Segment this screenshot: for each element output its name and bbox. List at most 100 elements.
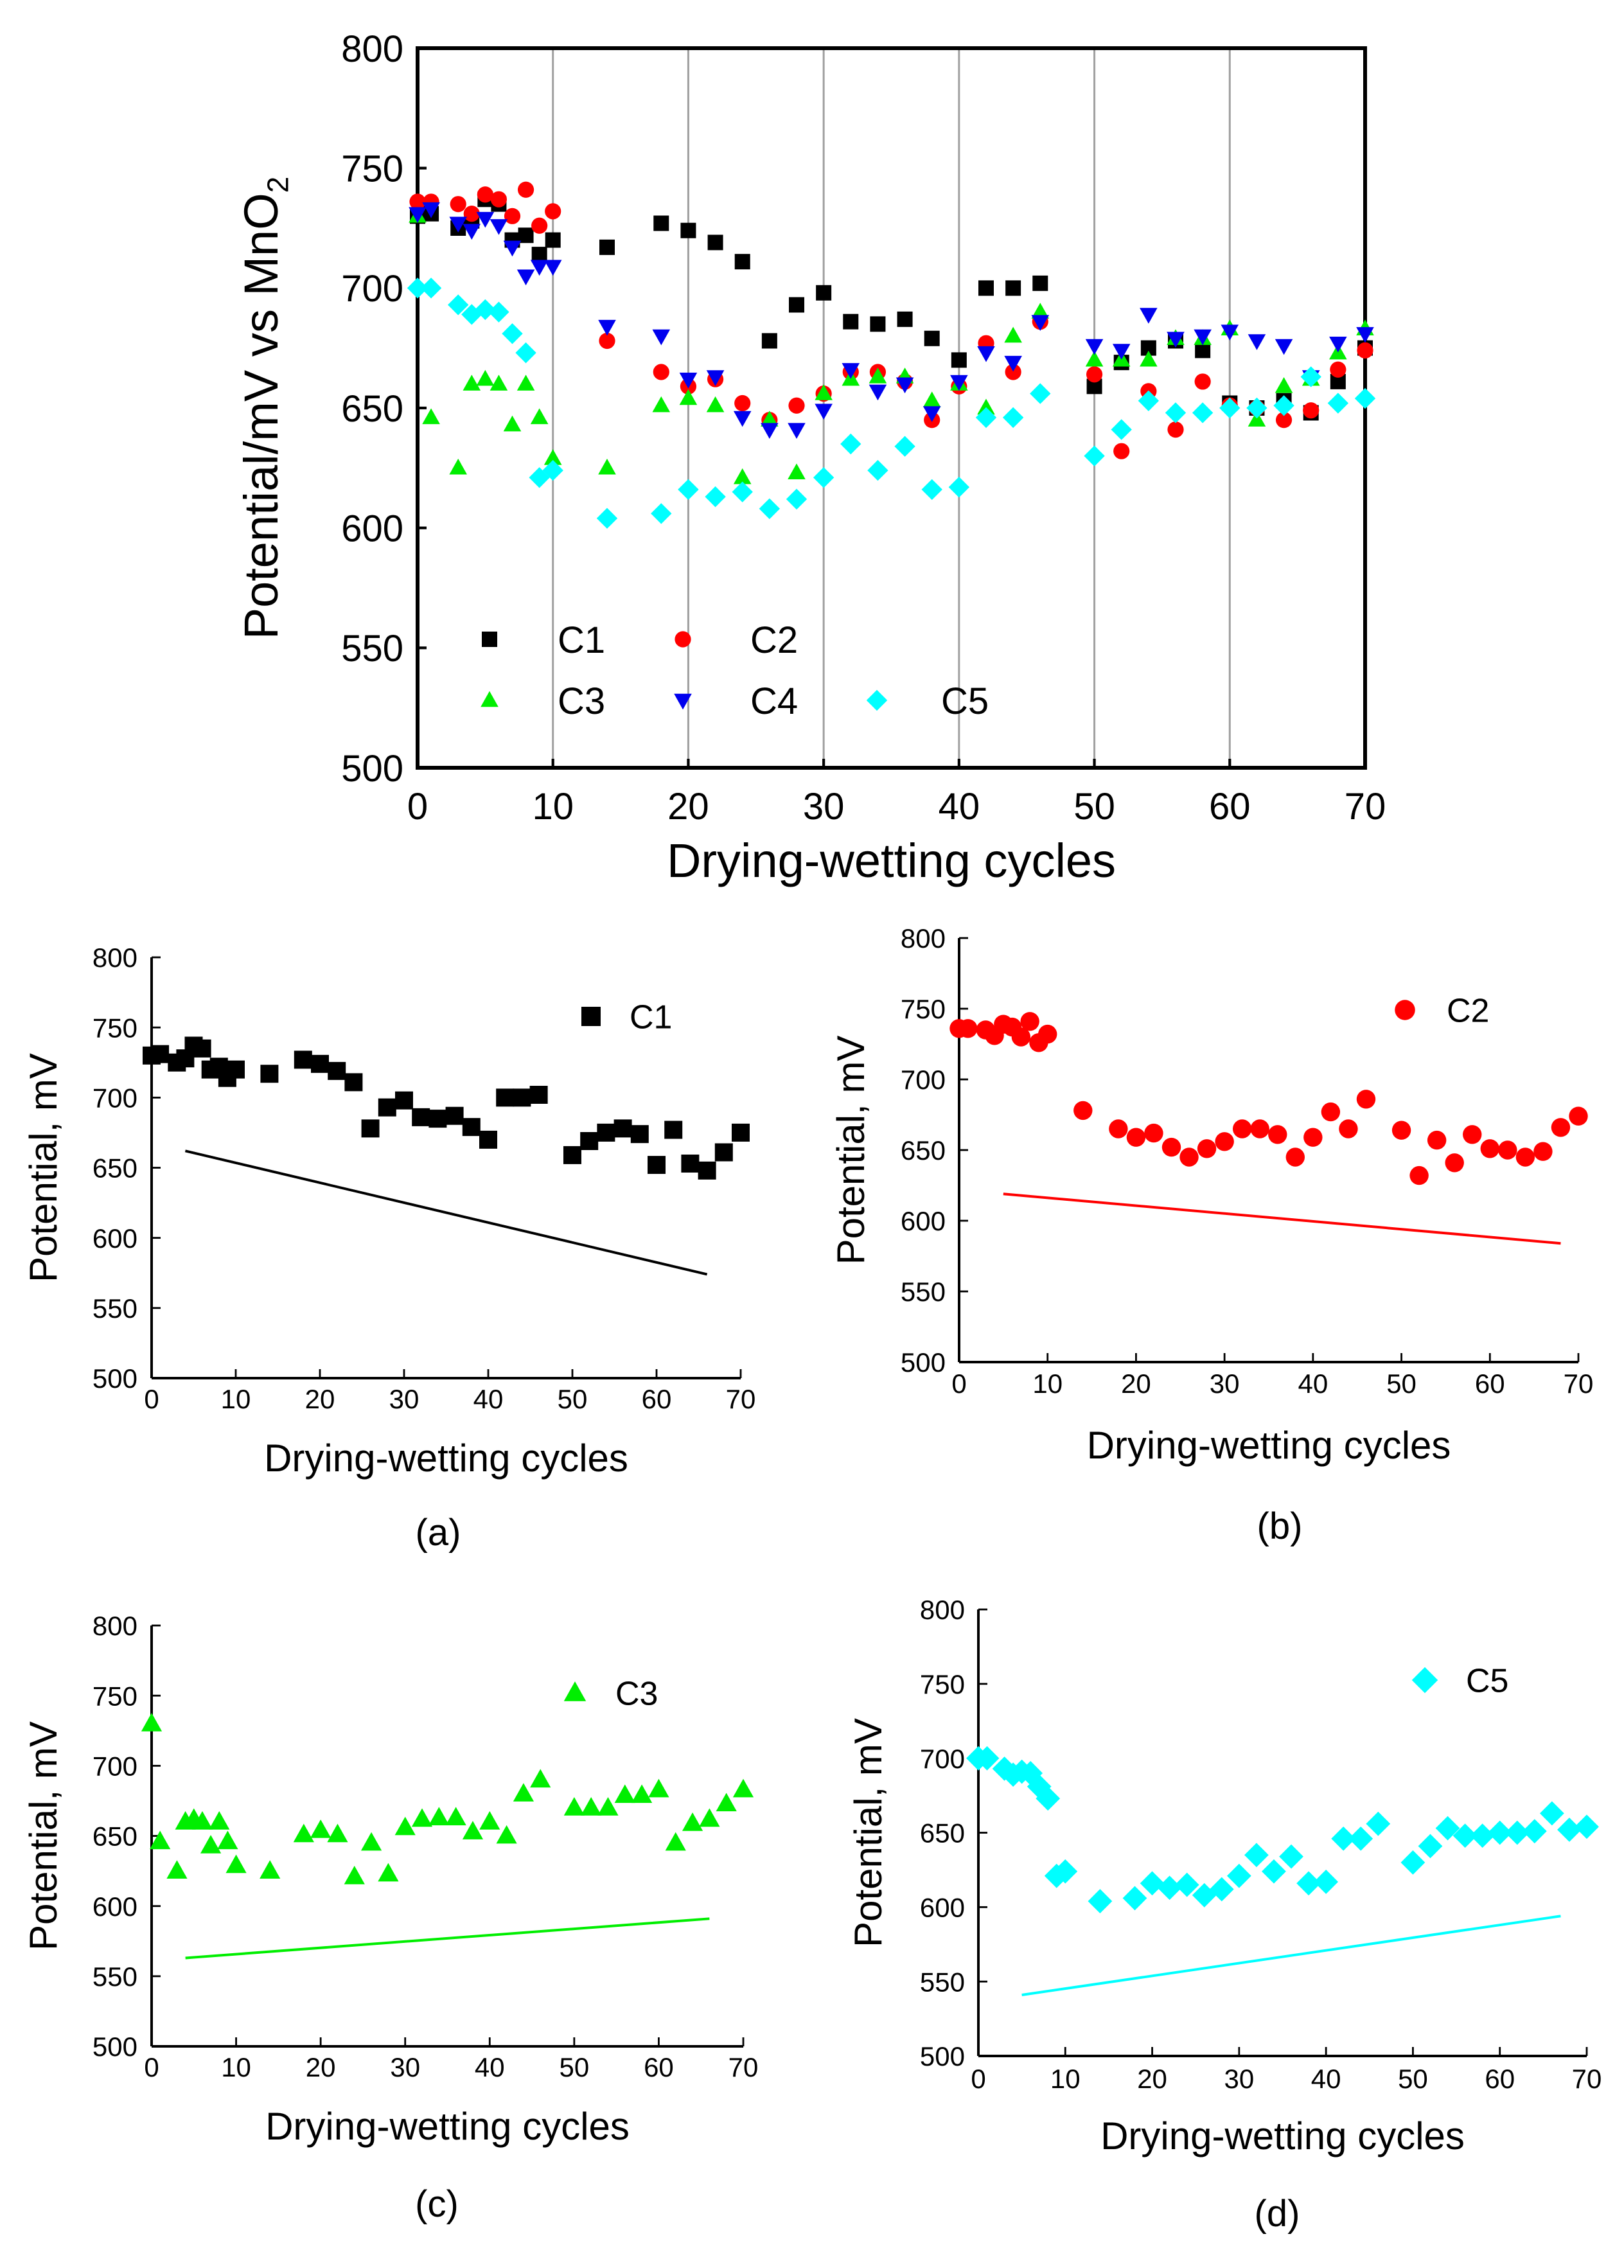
legend: C3 bbox=[563, 1676, 658, 1713]
data-point bbox=[1327, 393, 1349, 414]
x-tick-label: 60 bbox=[1209, 786, 1251, 828]
data-point bbox=[1111, 419, 1132, 440]
data-point bbox=[1330, 361, 1346, 378]
series-C1 bbox=[143, 1036, 750, 1180]
data-point bbox=[706, 396, 725, 412]
series-C5 bbox=[966, 1746, 1599, 1913]
data-point bbox=[462, 1821, 484, 1839]
x-tick-label: 0 bbox=[144, 2052, 159, 2082]
data-point bbox=[409, 207, 427, 223]
data-point bbox=[461, 304, 482, 325]
data-point bbox=[1144, 1123, 1163, 1143]
data-point bbox=[648, 1156, 666, 1174]
data-point bbox=[1122, 1886, 1147, 1911]
panel-caption: (b) bbox=[1257, 1505, 1303, 1547]
data-point bbox=[870, 316, 886, 332]
data-point bbox=[310, 1819, 331, 1838]
data-point bbox=[141, 1713, 163, 1732]
data-point bbox=[869, 384, 887, 401]
data-point bbox=[150, 1830, 171, 1850]
y-tick-label: 800 bbox=[93, 943, 137, 973]
data-point bbox=[652, 329, 671, 346]
data-point bbox=[922, 406, 941, 422]
legend-label-C2: C2 bbox=[1447, 993, 1489, 1030]
data-point bbox=[665, 1832, 686, 1851]
data-point bbox=[545, 232, 561, 248]
y-axis-label: Potential, mV bbox=[22, 1053, 65, 1282]
data-point bbox=[1004, 326, 1022, 343]
data-point bbox=[599, 332, 615, 350]
data-point bbox=[479, 1130, 497, 1149]
y-axis-label-text: Potential, mV bbox=[847, 1718, 890, 1947]
trend-line bbox=[1021, 1915, 1561, 1996]
legend: C1 bbox=[581, 999, 672, 1036]
data-point bbox=[1273, 395, 1294, 416]
data-point bbox=[476, 369, 495, 386]
y-tick-label: 500 bbox=[341, 748, 403, 790]
series-C5 bbox=[407, 278, 1376, 529]
data-point bbox=[1197, 1139, 1217, 1158]
y-axis-label-text: Potential, mV bbox=[22, 1721, 65, 1951]
x-axis-label: Drying-wetting cycles bbox=[265, 2105, 630, 2148]
data-point bbox=[1018, 1760, 1043, 1785]
data-point bbox=[1356, 1090, 1376, 1109]
data-point bbox=[1086, 378, 1102, 394]
x-tick-label: 10 bbox=[1032, 1369, 1063, 1399]
legend-marker-C5 bbox=[866, 689, 888, 711]
x-axis-label: Drying-wetting cycles bbox=[264, 1437, 628, 1480]
x-tick-label: 10 bbox=[1050, 2064, 1081, 2094]
x-tick-label: 60 bbox=[1475, 1369, 1505, 1399]
x-tick-label: 50 bbox=[1398, 2064, 1428, 2094]
x-tick-label: 60 bbox=[1485, 2064, 1515, 2094]
y-tick-label: 700 bbox=[901, 1065, 946, 1095]
trend-line bbox=[185, 1917, 710, 1960]
data-point bbox=[463, 375, 481, 391]
data-point bbox=[714, 1143, 733, 1162]
data-point bbox=[542, 459, 563, 481]
data-point bbox=[1140, 1871, 1165, 1896]
data-point bbox=[1551, 1118, 1571, 1137]
x-tick-label: 0 bbox=[951, 1369, 966, 1399]
data-point bbox=[1086, 366, 1103, 383]
data-point bbox=[513, 1783, 534, 1802]
data-point bbox=[529, 1085, 548, 1104]
data-point bbox=[613, 1119, 632, 1138]
data-point bbox=[503, 240, 522, 257]
data-point bbox=[679, 373, 698, 389]
data-point bbox=[448, 294, 469, 315]
data-point bbox=[681, 1154, 700, 1173]
data-point bbox=[975, 407, 997, 429]
data-point bbox=[360, 1832, 382, 1851]
data-point bbox=[630, 1125, 649, 1144]
x-tick-label: 50 bbox=[1386, 1369, 1417, 1399]
y-tick-label: 500 bbox=[93, 2032, 137, 2062]
x-tick-label: 30 bbox=[390, 2052, 420, 2082]
data-point bbox=[151, 1045, 170, 1063]
data-point bbox=[1031, 303, 1050, 319]
legend-marker-C3 bbox=[563, 1681, 587, 1701]
y-tick-label: 600 bbox=[901, 1206, 946, 1236]
axes: 0 10 20 30 40 50 60 70 500 550 600 650 700 750 800 bbox=[93, 1611, 758, 2082]
data-point bbox=[1038, 1024, 1057, 1044]
y-tick-label: 550 bbox=[920, 1967, 965, 1997]
y-tick-label: 800 bbox=[901, 923, 946, 953]
data-point bbox=[1192, 402, 1214, 423]
data-point bbox=[361, 1119, 380, 1138]
data-point bbox=[1219, 397, 1240, 419]
axes: 0 10 20 30 40 50 60 70 500 550 600 650 700 750 800 bbox=[901, 923, 1593, 1399]
data-point bbox=[678, 479, 699, 501]
data-point bbox=[490, 219, 508, 235]
data-point bbox=[1248, 334, 1266, 350]
data-point bbox=[1246, 397, 1267, 419]
data-point bbox=[407, 278, 428, 299]
data-point bbox=[1339, 1119, 1358, 1138]
x-tick-label: 30 bbox=[1224, 2064, 1254, 2094]
data-point bbox=[516, 375, 535, 391]
data-point bbox=[545, 203, 561, 220]
y-axis-label-text: Potential, mV bbox=[829, 1036, 872, 1265]
data-point bbox=[992, 1756, 1017, 1781]
legend: C2 bbox=[1395, 993, 1489, 1030]
y-tick-label: 650 bbox=[341, 388, 403, 430]
x-axis-label: Drying-wetting cycles bbox=[667, 834, 1116, 887]
data-point bbox=[1192, 1883, 1217, 1908]
